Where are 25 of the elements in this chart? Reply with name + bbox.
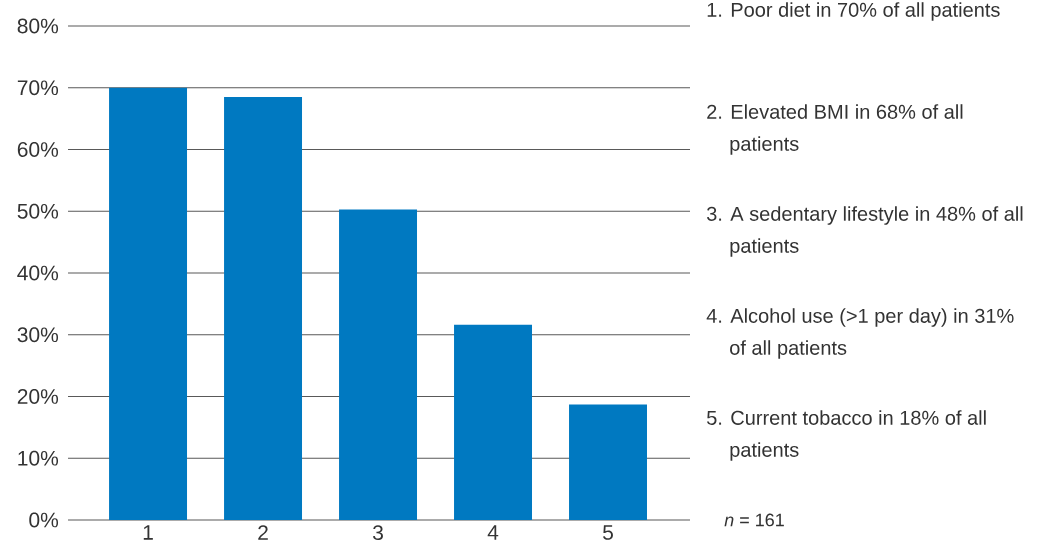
text: 4. Alcohol use (>1 per day) in 31% of all patients — [706, 308, 1014, 359]
bar — [569, 404, 647, 520]
y-tick-label: 10% — [18, 450, 59, 466]
y-tick-label: 30% — [17, 327, 59, 343]
text: 2. Elevated BMI in 68% of all patients — [707, 104, 963, 155]
y-tick-label: 0% — [29, 512, 59, 528]
text: 1. Poor diet in 70% of all patients — [707, 2, 1000, 21]
x-tick-label: 2 — [258, 525, 268, 540]
y-tick-label: 40% — [17, 265, 59, 281]
bar — [454, 324, 532, 520]
y-tick-label: 60% — [17, 142, 59, 157]
x-tick-label: 3 — [372, 525, 383, 541]
bar — [339, 209, 418, 520]
bar — [224, 97, 303, 520]
x-tick-label: 5 — [603, 525, 613, 540]
text: 3. A sedentary lifestyle in 48% of all patients — [706, 206, 1023, 257]
text: n = 161 — [724, 513, 784, 527]
x-tick-label: 1 — [143, 525, 153, 540]
text: 5. Current tobacco in 18% of all patients — [707, 410, 986, 461]
y-tick-label: 20% — [17, 389, 59, 404]
y-tick-label: 70% — [17, 80, 59, 96]
bar — [109, 87, 188, 520]
x-tick-label: 4 — [487, 525, 499, 540]
y-tick-label: 80% — [17, 18, 59, 34]
y-tick-label: 50% — [17, 203, 59, 219]
